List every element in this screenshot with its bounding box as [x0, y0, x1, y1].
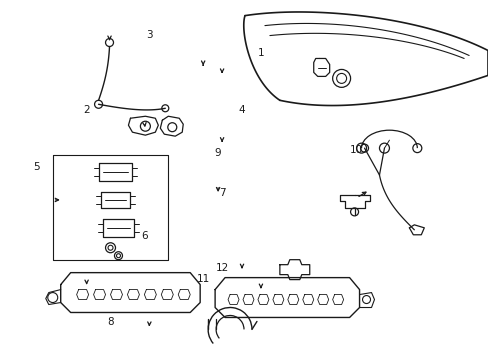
Text: 6: 6 [141, 231, 148, 240]
Text: 12: 12 [216, 263, 229, 273]
Text: 1: 1 [258, 48, 264, 58]
Text: 10: 10 [349, 144, 363, 154]
Text: 2: 2 [82, 105, 89, 115]
Text: 9: 9 [214, 148, 221, 158]
Text: 3: 3 [146, 30, 153, 40]
Text: 8: 8 [107, 317, 114, 327]
Text: 11: 11 [196, 274, 209, 284]
Text: 4: 4 [238, 105, 245, 115]
Text: 5: 5 [33, 162, 39, 172]
Text: 7: 7 [219, 188, 225, 198]
